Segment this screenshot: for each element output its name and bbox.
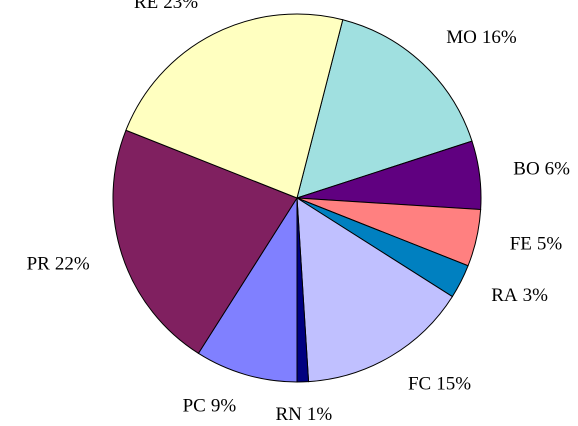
slice-value: 23% [163, 0, 198, 13]
slice-category: PC [183, 396, 206, 417]
slice-label: RE 23% [134, 0, 198, 13]
slice-label: PR 22% [27, 254, 90, 275]
slice-category: RA [491, 285, 518, 306]
pie-slice [112, 129, 298, 355]
pie-slice [296, 19, 473, 199]
slice-label: BO 6% [513, 159, 570, 180]
slice-label: FC 15% [408, 374, 471, 395]
slice-value: 6% [545, 159, 571, 180]
slice-label: FE 5% [510, 234, 563, 255]
slice-value: 22% [55, 254, 90, 275]
slice-value: 5% [537, 234, 563, 255]
slice-category: MO [446, 27, 477, 48]
slice-label: PC 9% [183, 396, 237, 417]
slice-value: 15% [436, 374, 471, 395]
slice-label: RA 3% [491, 285, 548, 306]
slice-value: 9% [211, 396, 237, 417]
slice-category: PR [27, 254, 51, 275]
slice-category: RE [134, 0, 158, 13]
slice-category: FE [510, 234, 532, 255]
pie-slice [197, 196, 298, 383]
slice-category: FC [408, 374, 431, 395]
slice-category: RN [275, 404, 302, 425]
slice-value: 1% [307, 404, 333, 425]
slice-value: 3% [523, 285, 549, 306]
pie-slice [125, 13, 344, 199]
slice-label: MO 16% [446, 27, 517, 48]
pie-slice [296, 197, 454, 383]
slice-value: 16% [482, 27, 517, 48]
slice-label: RN 1% [275, 404, 332, 425]
slice-category: BO [513, 159, 539, 180]
